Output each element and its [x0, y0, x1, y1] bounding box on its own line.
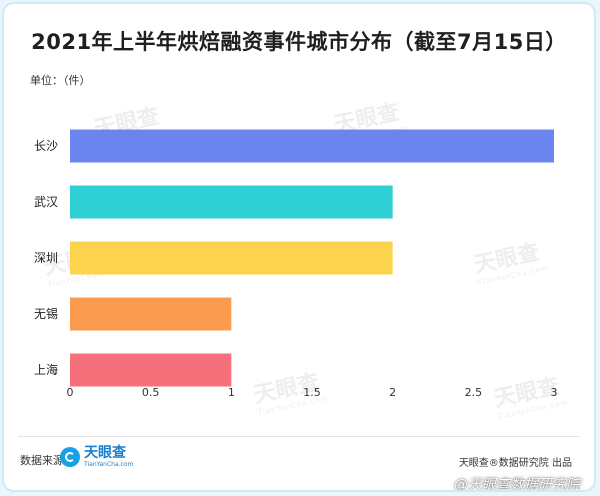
footer-divider — [18, 436, 580, 437]
chart-title: 2021年上半年烘焙融资事件城市分布（截至7月15日） — [31, 30, 567, 54]
bar — [70, 241, 393, 275]
bar — [70, 129, 554, 163]
x-tick-label: 0.5 — [142, 386, 160, 399]
category-label: 深圳 — [34, 251, 58, 265]
brand-logo: 天眼查 TianYanCha.com — [60, 446, 133, 468]
publisher-label: 天眼查®数据研究院 出品 — [458, 458, 572, 469]
category-label: 上海 — [34, 362, 58, 377]
brand-name: 天眼查 — [84, 445, 126, 461]
category-label: 武汉 — [34, 195, 58, 209]
chart-card: 2021年上半年烘焙融资事件城市分布（截至7月15日） 单位：（件） 天眼查Ti… — [4, 4, 594, 490]
x-tick-label: 3 — [551, 386, 558, 399]
unit-label: 单位：（件） — [30, 74, 91, 87]
x-tick-label: 2 — [389, 386, 396, 399]
credit-watermark: @天眼查数据研究院 — [454, 477, 580, 490]
bar — [70, 185, 393, 219]
x-tick-label: 1 — [228, 386, 235, 399]
tianyancha-logo-icon — [60, 447, 80, 467]
x-tick-label: 1.5 — [303, 386, 321, 399]
bar — [70, 353, 232, 387]
brand-url: TianYanCha.com — [84, 461, 134, 468]
category-label: 无锡 — [34, 306, 58, 321]
x-tick-label: 0 — [67, 386, 74, 399]
bar — [70, 297, 232, 331]
x-tick-label: 2.5 — [465, 386, 483, 399]
category-label: 长沙 — [34, 139, 58, 153]
